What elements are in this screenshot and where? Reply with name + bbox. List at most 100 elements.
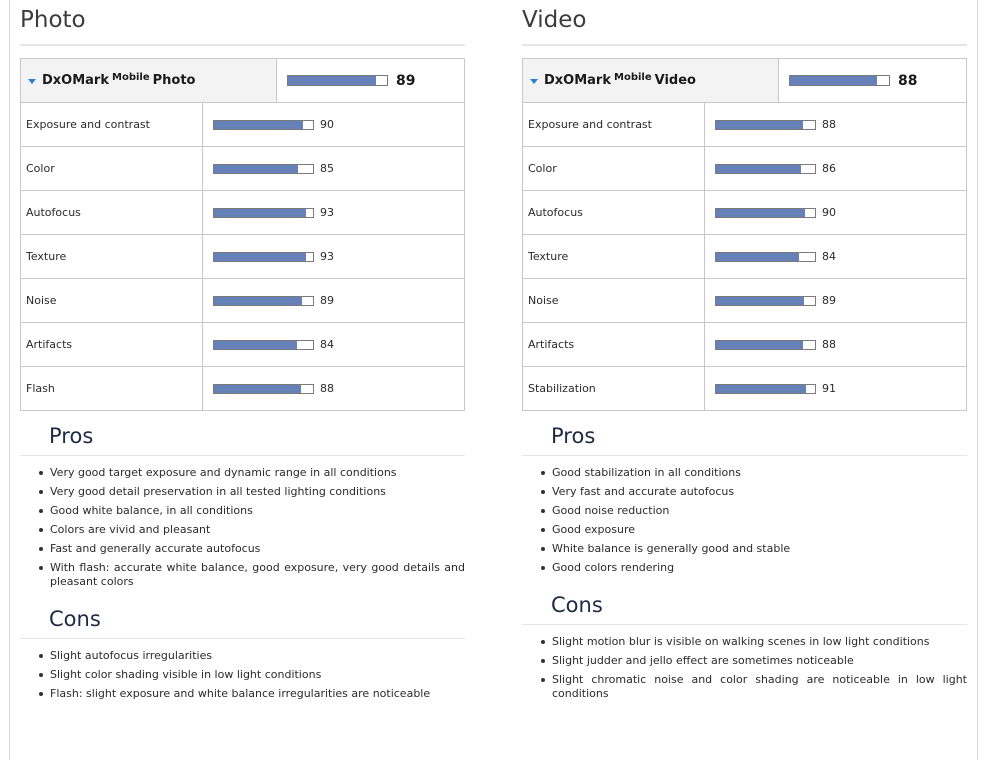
score-bar: [715, 339, 816, 350]
score-bar-fill: [716, 296, 805, 305]
score-bar-fill: [214, 296, 303, 305]
list-item: Slight autofocus irregularities: [20, 649, 465, 663]
row-bar-cell: 85: [203, 147, 464, 190]
score-row: Artifacts 88: [523, 323, 966, 367]
video-cons-heading: Cons: [522, 580, 967, 625]
list-item: Good white balance, in all conditions: [20, 504, 465, 518]
photo-score-table: DxOMark Mobile Photo 89 Exposure and con…: [20, 58, 465, 411]
list-item: Colors are vivid and pleasant: [20, 523, 465, 537]
page-frame: [9, 0, 978, 760]
score-bar: [213, 163, 314, 174]
score-row: Exposure and contrast 90: [21, 103, 464, 147]
video-pros-list: Good stabilization in all conditions Ver…: [522, 456, 967, 575]
list-item: Fast and generally accurate autofocus: [20, 542, 465, 556]
video-summary-row[interactable]: DxOMark Mobile Video 88: [523, 59, 966, 103]
summary-sup: Mobile: [614, 72, 652, 83]
score-bar: [213, 251, 314, 262]
row-label: Noise: [21, 279, 203, 322]
row-bar-cell: 88: [705, 103, 966, 146]
row-bar-cell: 89: [203, 279, 464, 322]
score-row: Autofocus 93: [21, 191, 464, 235]
list-item: Good stabilization in all conditions: [522, 466, 967, 480]
summary-sup: Mobile: [112, 72, 150, 83]
score-row: Texture 93: [21, 235, 464, 279]
photo-summary-row[interactable]: DxOMark Mobile Photo 89: [21, 59, 464, 103]
photo-summary-name[interactable]: DxOMark Mobile Photo: [21, 59, 277, 102]
row-bar-cell: 90: [203, 103, 464, 146]
score-row: Color 85: [21, 147, 464, 191]
summary-bar-fill: [790, 76, 878, 85]
photo-cons-list: Slight autofocus irregularities Slight c…: [20, 639, 465, 701]
row-label: Artifacts: [21, 323, 203, 366]
row-bar-cell: 93: [203, 235, 464, 278]
score-bar: [213, 339, 314, 350]
row-bar-cell: 84: [203, 323, 464, 366]
summary-bar-fill: [288, 76, 377, 85]
photo-heading: Photo: [20, 0, 465, 46]
row-label: Autofocus: [21, 191, 203, 234]
summary-name: Video: [654, 73, 696, 88]
score-bar-fill: [716, 252, 800, 261]
photo-summary-bar-cell: 89: [277, 59, 464, 102]
list-item: Very good detail preservation in all tes…: [20, 485, 465, 499]
photo-summary-bar: [287, 75, 388, 86]
photo-cons-heading: Cons: [20, 594, 465, 639]
row-label: Autofocus: [523, 191, 705, 234]
summary-name: Photo: [152, 73, 196, 88]
score-row: Noise 89: [21, 279, 464, 323]
score-bar: [715, 163, 816, 174]
expand-caret-icon[interactable]: [28, 78, 36, 84]
score-bar-fill: [716, 120, 804, 129]
row-bar-cell: 91: [705, 367, 966, 410]
photo-column: Photo DxOMark Mobile Photo 89 Exposure a…: [20, 0, 465, 706]
score-bar-fill: [214, 384, 302, 393]
score-bar: [213, 295, 314, 306]
score-row: Stabilization 91: [523, 367, 966, 410]
score-bar: [715, 207, 816, 218]
score-row: Flash 88: [21, 367, 464, 410]
score-bar-fill: [214, 208, 307, 217]
list-item: Very fast and accurate autofocus: [522, 485, 967, 499]
list-item: Good colors rendering: [522, 561, 967, 575]
row-score: 91: [822, 382, 836, 395]
row-bar-cell: 88: [203, 367, 464, 410]
row-bar-cell: 84: [705, 235, 966, 278]
list-item: Very good target exposure and dynamic ra…: [20, 466, 465, 480]
row-label: Stabilization: [523, 367, 705, 410]
row-score: 88: [822, 118, 836, 131]
score-bar: [715, 295, 816, 306]
video-cons-list: Slight motion blur is visible on walking…: [522, 625, 967, 701]
row-score: 84: [320, 338, 334, 351]
row-score: 93: [320, 206, 334, 219]
row-score: 89: [822, 294, 836, 307]
score-bar-fill: [214, 252, 307, 261]
row-score: 90: [320, 118, 334, 131]
row-label: Flash: [21, 367, 203, 410]
row-label: Texture: [21, 235, 203, 278]
summary-brand: DxOMark: [544, 73, 611, 88]
row-score: 89: [320, 294, 334, 307]
row-label: Texture: [523, 235, 705, 278]
video-summary-name[interactable]: DxOMark Mobile Video: [523, 59, 779, 102]
expand-caret-icon[interactable]: [530, 78, 538, 84]
row-score: 93: [320, 250, 334, 263]
score-row: Autofocus 90: [523, 191, 966, 235]
summary-brand: DxOMark: [42, 73, 109, 88]
video-summary-bar: [789, 75, 890, 86]
score-bar-fill: [214, 164, 299, 173]
row-bar-cell: 93: [203, 191, 464, 234]
score-bar-fill: [716, 208, 806, 217]
score-row: Texture 84: [523, 235, 966, 279]
row-label: Artifacts: [523, 323, 705, 366]
row-bar-cell: 86: [705, 147, 966, 190]
photo-pros-list: Very good target exposure and dynamic ra…: [20, 456, 465, 589]
score-bar: [715, 251, 816, 262]
score-bar: [213, 207, 314, 218]
list-item: Good exposure: [522, 523, 967, 537]
row-bar-cell: 89: [705, 279, 966, 322]
list-item: Flash: slight exposure and white balance…: [20, 687, 465, 701]
list-item: Slight judder and jello effect are somet…: [522, 654, 967, 668]
score-bar: [213, 383, 314, 394]
row-label: Noise: [523, 279, 705, 322]
score-row: Color 86: [523, 147, 966, 191]
